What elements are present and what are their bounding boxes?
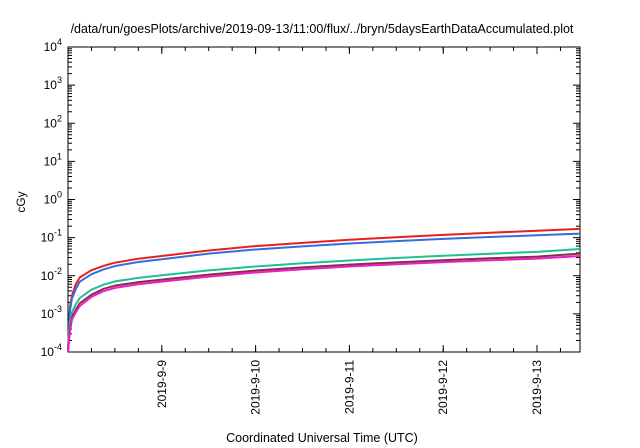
y-tick-label: 104 <box>44 37 62 54</box>
y-axis-label: cGy <box>14 191 28 212</box>
x-tick-label: 2019-9-12 <box>436 360 450 415</box>
x-tick-label: 2019-9-9 <box>155 360 169 408</box>
x-axis-label: Coordinated Universal Time (UTC) <box>226 431 418 445</box>
x-tick-label: 2019-9-11 <box>342 360 356 414</box>
x-tick-label: 2019-9-10 <box>249 360 263 415</box>
series-line-4 <box>67 252 581 353</box>
plot-frame <box>67 46 581 353</box>
x-tick-label: 2019-9-13 <box>530 360 544 415</box>
y-tick-label: 10-4 <box>41 342 62 359</box>
y-tick-label: 100 <box>44 190 62 207</box>
series-line-3 <box>67 247 581 353</box>
y-tick-label: 10-3 <box>41 304 62 321</box>
series-lines <box>67 227 581 353</box>
y-tick-label: 101 <box>44 151 62 168</box>
y-tick-label: 103 <box>44 75 62 92</box>
series-line-1 <box>67 227 581 353</box>
y-tick-label: 102 <box>44 113 62 130</box>
x-axis: 2019-9-9 2019-9-10 2019-9-11 2019-9-12 2019-… <box>90 47 561 415</box>
series-line-2 <box>67 232 581 353</box>
y-axis: 10-4 10-3 10-2 10-1 100 101 102 103 104 <box>41 37 580 359</box>
series-line-5 <box>67 254 581 353</box>
y-tick-label: 10-1 <box>41 228 62 245</box>
y-tick-label: 10-2 <box>41 266 62 283</box>
chart-title: /data/run/goesPlots/archive/2019-09-13/1… <box>71 22 574 36</box>
